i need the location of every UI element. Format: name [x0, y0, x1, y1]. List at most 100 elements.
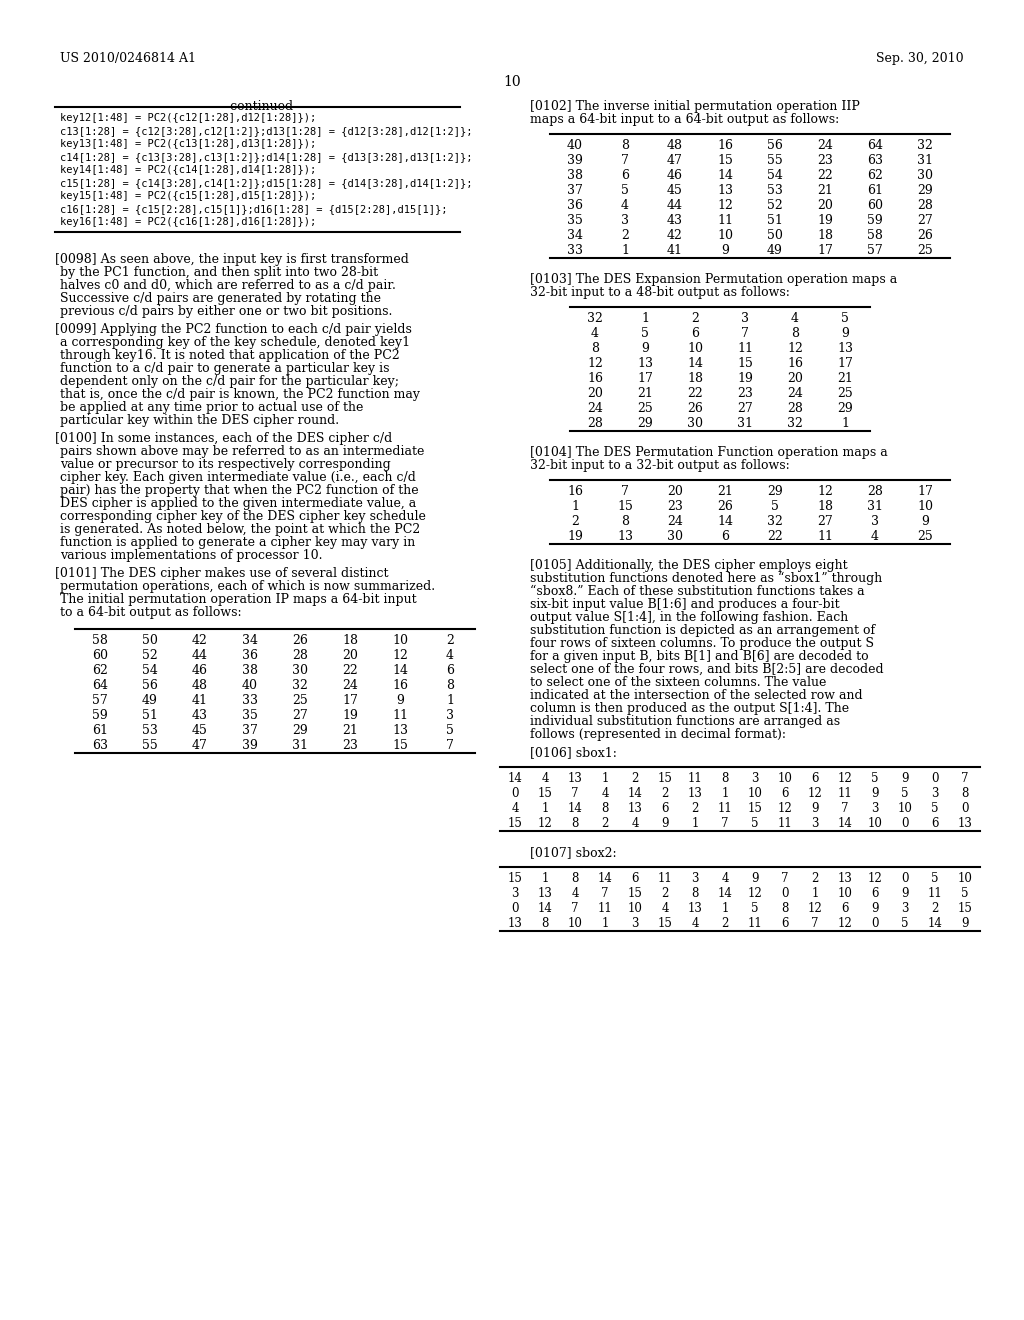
Text: through key16. It is noted that application of the PC2: through key16. It is noted that applicat… [60, 348, 399, 362]
Text: 15: 15 [737, 356, 753, 370]
Text: function to a c/d pair to generate a particular key is: function to a c/d pair to generate a par… [60, 362, 389, 375]
Text: 15: 15 [957, 902, 973, 915]
Text: 19: 19 [567, 531, 583, 543]
Text: 23: 23 [667, 500, 683, 513]
Text: 5: 5 [446, 723, 454, 737]
Text: to select one of the sixteen columns. The value: to select one of the sixteen columns. Th… [530, 676, 826, 689]
Text: dependent only on the c/d pair for the particular key;: dependent only on the c/d pair for the p… [60, 375, 399, 388]
Text: 13: 13 [837, 342, 853, 355]
Text: 3: 3 [871, 515, 879, 528]
Text: 37: 37 [567, 183, 583, 197]
Text: 15: 15 [657, 772, 673, 785]
Text: 5: 5 [962, 887, 969, 900]
Text: 2: 2 [662, 787, 669, 800]
Text: 8: 8 [542, 917, 549, 931]
Text: 1: 1 [691, 817, 698, 830]
Text: “sbox8.” Each of these substitution functions takes a: “sbox8.” Each of these substitution func… [530, 585, 864, 598]
Text: c14[1:28] = {c13[3:28],c13[1:2]};d14[1:28] = {d13[3:28],d13[1:2]};: c14[1:28] = {c13[3:28],c13[1:2]};d14[1:2… [60, 152, 472, 162]
Text: 27: 27 [292, 709, 308, 722]
Text: 39: 39 [567, 154, 583, 168]
Text: 5: 5 [752, 817, 759, 830]
Text: 16: 16 [717, 139, 733, 152]
Text: 10: 10 [687, 342, 703, 355]
Text: 8: 8 [621, 139, 629, 152]
Text: 4: 4 [591, 327, 599, 341]
Text: 19: 19 [342, 709, 358, 722]
Text: 4: 4 [631, 817, 639, 830]
Text: 7: 7 [622, 484, 629, 498]
Text: 42: 42 [667, 228, 683, 242]
Text: 28: 28 [867, 484, 883, 498]
Text: 10: 10 [748, 787, 763, 800]
Text: 22: 22 [687, 387, 702, 400]
Text: 58: 58 [92, 634, 108, 647]
Text: pair) has the property that when the PC2 function of the: pair) has the property that when the PC2… [60, 484, 419, 498]
Text: DES cipher is applied to the given intermediate value, a: DES cipher is applied to the given inter… [60, 498, 416, 510]
Text: 14: 14 [538, 902, 552, 915]
Text: 25: 25 [918, 531, 933, 543]
Text: 64: 64 [92, 678, 108, 692]
Text: 4: 4 [791, 312, 799, 325]
Text: 11: 11 [598, 902, 612, 915]
Text: 1: 1 [721, 787, 729, 800]
Text: 12: 12 [538, 817, 552, 830]
Text: 21: 21 [342, 723, 358, 737]
Text: 10: 10 [867, 817, 883, 830]
Text: 42: 42 [193, 634, 208, 647]
Text: 15: 15 [508, 873, 522, 884]
Text: 51: 51 [142, 709, 158, 722]
Text: 52: 52 [767, 199, 783, 213]
Text: 12: 12 [808, 787, 822, 800]
Text: 21: 21 [717, 484, 733, 498]
Text: 9: 9 [752, 873, 759, 884]
Text: 10: 10 [918, 500, 933, 513]
Text: 12: 12 [717, 199, 733, 213]
Text: 29: 29 [637, 417, 653, 430]
Text: 22: 22 [342, 664, 357, 677]
Text: 36: 36 [567, 199, 583, 213]
Text: 29: 29 [838, 403, 853, 414]
Text: 0: 0 [901, 873, 908, 884]
Text: 17: 17 [342, 694, 358, 708]
Text: 6: 6 [931, 817, 939, 830]
Text: key14[1:48] = PC2({c14[1:28],d14[1:28]});: key14[1:48] = PC2({c14[1:28],d14[1:28]})… [60, 165, 316, 176]
Text: 45: 45 [193, 723, 208, 737]
Text: [0102] The inverse initial permutation operation IIP: [0102] The inverse initial permutation o… [530, 100, 860, 114]
Text: 14: 14 [718, 887, 732, 900]
Text: 33: 33 [567, 244, 583, 257]
Text: 2: 2 [691, 803, 698, 814]
Text: 11: 11 [817, 531, 833, 543]
Text: 4: 4 [691, 917, 698, 931]
Text: 23: 23 [737, 387, 753, 400]
Text: 5: 5 [752, 902, 759, 915]
Text: 47: 47 [193, 739, 208, 752]
Text: substitution functions denoted here as “sbox1” through: substitution functions denoted here as “… [530, 572, 883, 585]
Text: 21: 21 [817, 183, 833, 197]
Text: 8: 8 [571, 873, 579, 884]
Text: 40: 40 [567, 139, 583, 152]
Text: 1: 1 [601, 917, 608, 931]
Text: 26: 26 [687, 403, 702, 414]
Text: 28: 28 [292, 649, 308, 663]
Text: 13: 13 [687, 902, 702, 915]
Text: 15: 15 [617, 500, 633, 513]
Text: 29: 29 [767, 484, 783, 498]
Text: 54: 54 [767, 169, 783, 182]
Text: be applied at any time prior to actual use of the: be applied at any time prior to actual u… [60, 401, 364, 414]
Text: 22: 22 [817, 169, 833, 182]
Text: 1: 1 [601, 772, 608, 785]
Text: 5: 5 [841, 312, 849, 325]
Text: 6: 6 [781, 787, 788, 800]
Text: 5: 5 [931, 803, 939, 814]
Text: 9: 9 [662, 817, 669, 830]
Text: 25: 25 [918, 244, 933, 257]
Text: key15[1:48] = PC2({c15[1:28],d15[1:28]});: key15[1:48] = PC2({c15[1:28],d15[1:28]})… [60, 191, 316, 201]
Text: 15: 15 [717, 154, 733, 168]
Text: 0: 0 [962, 803, 969, 814]
Text: 0: 0 [901, 817, 908, 830]
Text: 7: 7 [962, 772, 969, 785]
Text: 9: 9 [901, 887, 908, 900]
Text: 34: 34 [567, 228, 583, 242]
Text: 13: 13 [957, 817, 973, 830]
Text: 26: 26 [918, 228, 933, 242]
